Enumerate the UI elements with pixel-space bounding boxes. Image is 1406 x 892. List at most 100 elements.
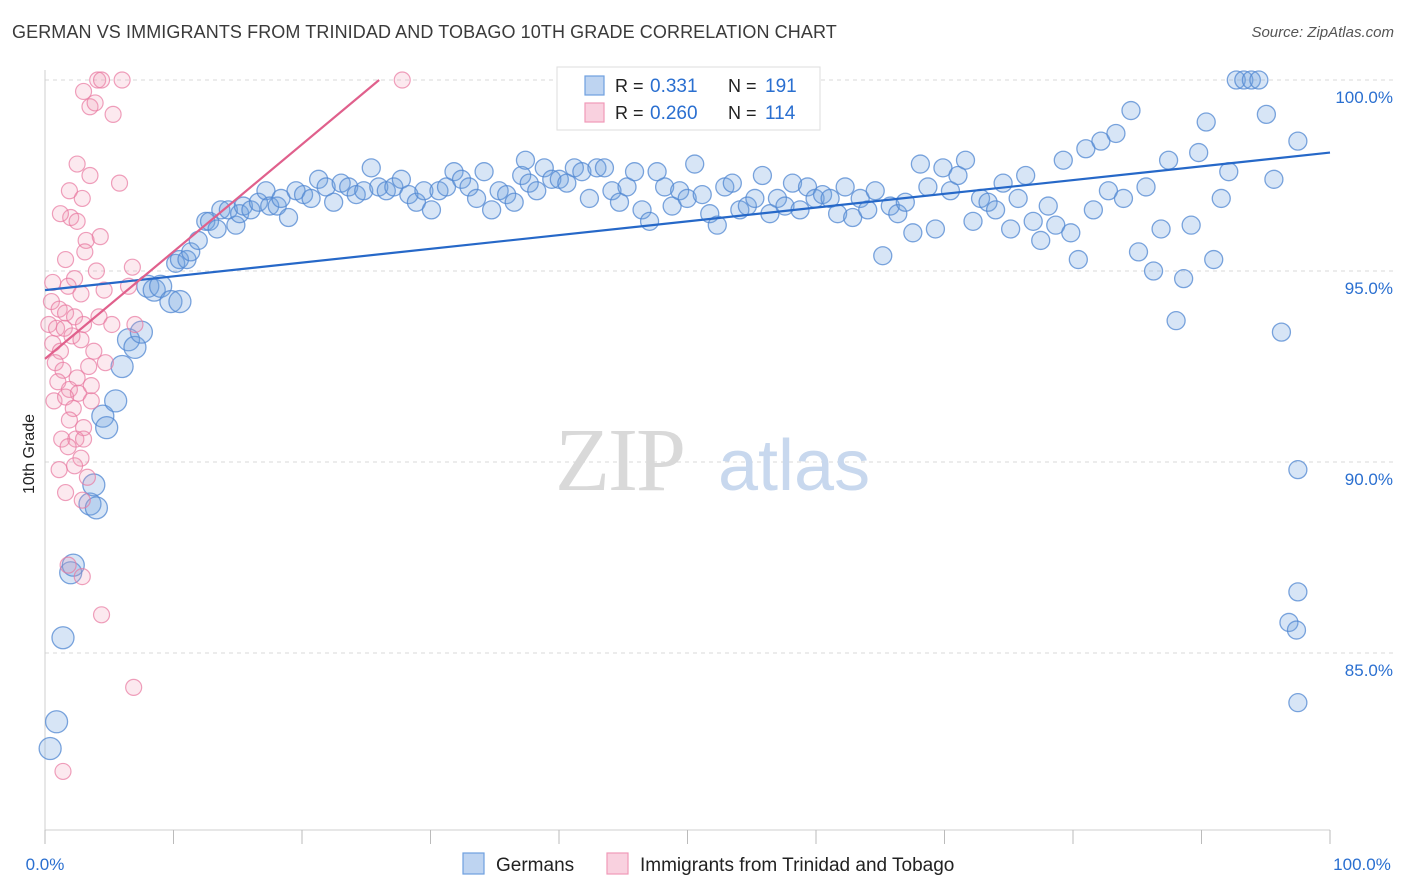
germans-point — [436, 177, 457, 197]
germans-point — [1279, 612, 1299, 633]
germans-point — [745, 188, 765, 209]
germans-point — [820, 188, 840, 209]
germans-point — [1288, 582, 1308, 602]
germans-point — [406, 192, 427, 212]
trinidad-point — [82, 377, 100, 395]
germans-point — [557, 173, 577, 193]
germans-point — [542, 169, 562, 189]
germans-point — [1249, 70, 1269, 90]
trinidad-point — [59, 438, 77, 456]
trinidad-point — [90, 308, 108, 326]
germans-point — [44, 710, 69, 734]
germans-point — [685, 154, 705, 174]
germans-point — [226, 215, 246, 235]
germans-point — [1166, 311, 1186, 331]
germans-point — [241, 200, 261, 220]
germans-point — [1023, 211, 1043, 231]
trinidad-point — [73, 189, 91, 208]
germans-point — [707, 215, 727, 235]
trend-line — [44, 151, 1331, 292]
germans-point — [895, 192, 915, 212]
germans-point — [1128, 242, 1149, 262]
germans-point — [1226, 70, 1246, 90]
germans-point — [1000, 219, 1021, 239]
trinidad-point — [60, 411, 79, 429]
germans-point — [978, 192, 998, 212]
trinidad-point — [54, 762, 72, 781]
germans-point — [654, 177, 675, 197]
germans-point — [963, 211, 983, 231]
germans-point — [910, 154, 931, 174]
trinidad-point — [89, 71, 107, 89]
germans-point — [1038, 196, 1058, 216]
germans-point — [1256, 104, 1277, 125]
legend-r-label: R = — [615, 103, 644, 123]
trinidad-point — [72, 285, 90, 303]
germans-point — [519, 173, 539, 193]
series-trinidad-points — [40, 71, 411, 781]
germans-point — [534, 158, 554, 178]
germans-point — [384, 177, 404, 197]
germans-point — [1271, 322, 1292, 342]
germans-point — [609, 192, 630, 212]
germans-point — [1196, 112, 1216, 132]
stats-legend-box — [556, 66, 821, 131]
trinidad-point — [56, 304, 75, 322]
trinidad-point — [393, 71, 411, 89]
germans-point — [444, 162, 464, 182]
trinidad-point — [78, 468, 97, 486]
germans-point — [647, 162, 667, 182]
trinidad-point — [110, 174, 129, 192]
legend-n-label: N = — [728, 103, 757, 123]
germans-point — [1136, 177, 1156, 197]
germans-point — [218, 200, 238, 220]
germans-point — [248, 192, 269, 212]
germans-point — [51, 626, 75, 650]
germans-point — [677, 188, 697, 209]
germans-point — [1288, 131, 1308, 151]
trinidad-point — [56, 250, 75, 269]
germans-point — [361, 158, 381, 178]
germans-point — [339, 177, 359, 197]
germans-point — [256, 181, 276, 201]
germans-point — [188, 230, 208, 251]
trinidad-point — [81, 166, 99, 185]
germans-point — [752, 165, 773, 186]
germans-point — [129, 320, 154, 344]
germans-point — [1113, 188, 1134, 209]
germans-point — [497, 184, 517, 205]
trend-line — [44, 79, 380, 360]
trinidad-point — [69, 384, 88, 402]
germans-point — [587, 158, 607, 178]
trinidad-point — [82, 392, 100, 410]
y-tick-label: 100.0% — [1335, 88, 1393, 107]
germans-point — [459, 177, 479, 197]
germans-point — [169, 249, 190, 270]
trinidad-point — [65, 457, 84, 475]
x-tick-label: 0.0% — [26, 855, 65, 874]
y-tick-label: 95.0% — [1345, 279, 1393, 298]
x-tick-label: 100.0% — [1333, 855, 1391, 874]
germans-point — [308, 169, 329, 189]
germans-point — [421, 200, 442, 220]
germans-point — [414, 181, 434, 201]
trinidad-point — [123, 258, 141, 276]
germans-point — [843, 207, 863, 228]
germans-point — [399, 184, 419, 205]
trinidad-point — [76, 243, 94, 261]
trinidad-point — [68, 155, 86, 173]
germans-point — [1143, 261, 1164, 281]
trinidad-point — [51, 205, 70, 223]
germans-point — [504, 192, 524, 212]
germans-point — [95, 415, 119, 440]
germans-point — [168, 289, 192, 314]
trinidad-point — [74, 430, 93, 448]
germans-point — [662, 196, 682, 216]
legend-swatch — [606, 852, 629, 875]
germans-point — [474, 162, 494, 182]
germans-point — [123, 335, 147, 360]
germans-point — [61, 553, 85, 577]
legend-series-name: Germans — [496, 855, 574, 876]
germans-point — [602, 181, 622, 201]
